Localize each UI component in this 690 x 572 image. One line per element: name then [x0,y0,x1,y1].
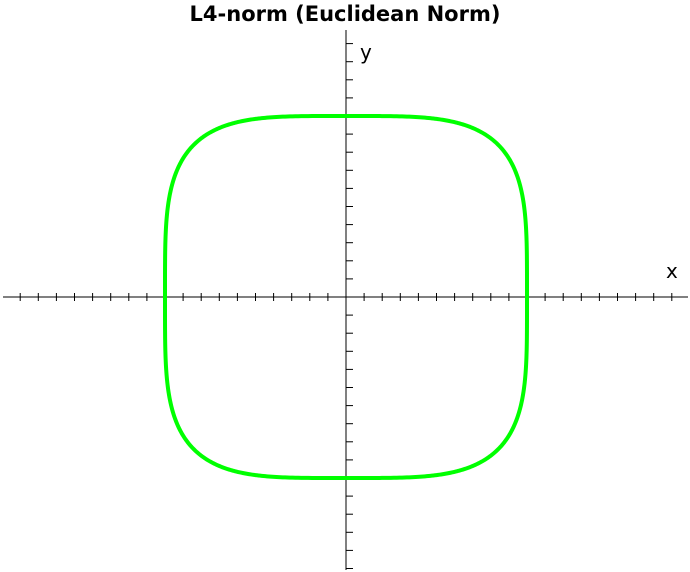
chart-title: L4-norm (Euclidean Norm) [189,2,501,26]
y-axis [345,30,353,570]
y-axis-label: y [360,40,372,64]
x-axis-label: x [666,259,678,283]
l4-norm-curve [163,114,529,480]
